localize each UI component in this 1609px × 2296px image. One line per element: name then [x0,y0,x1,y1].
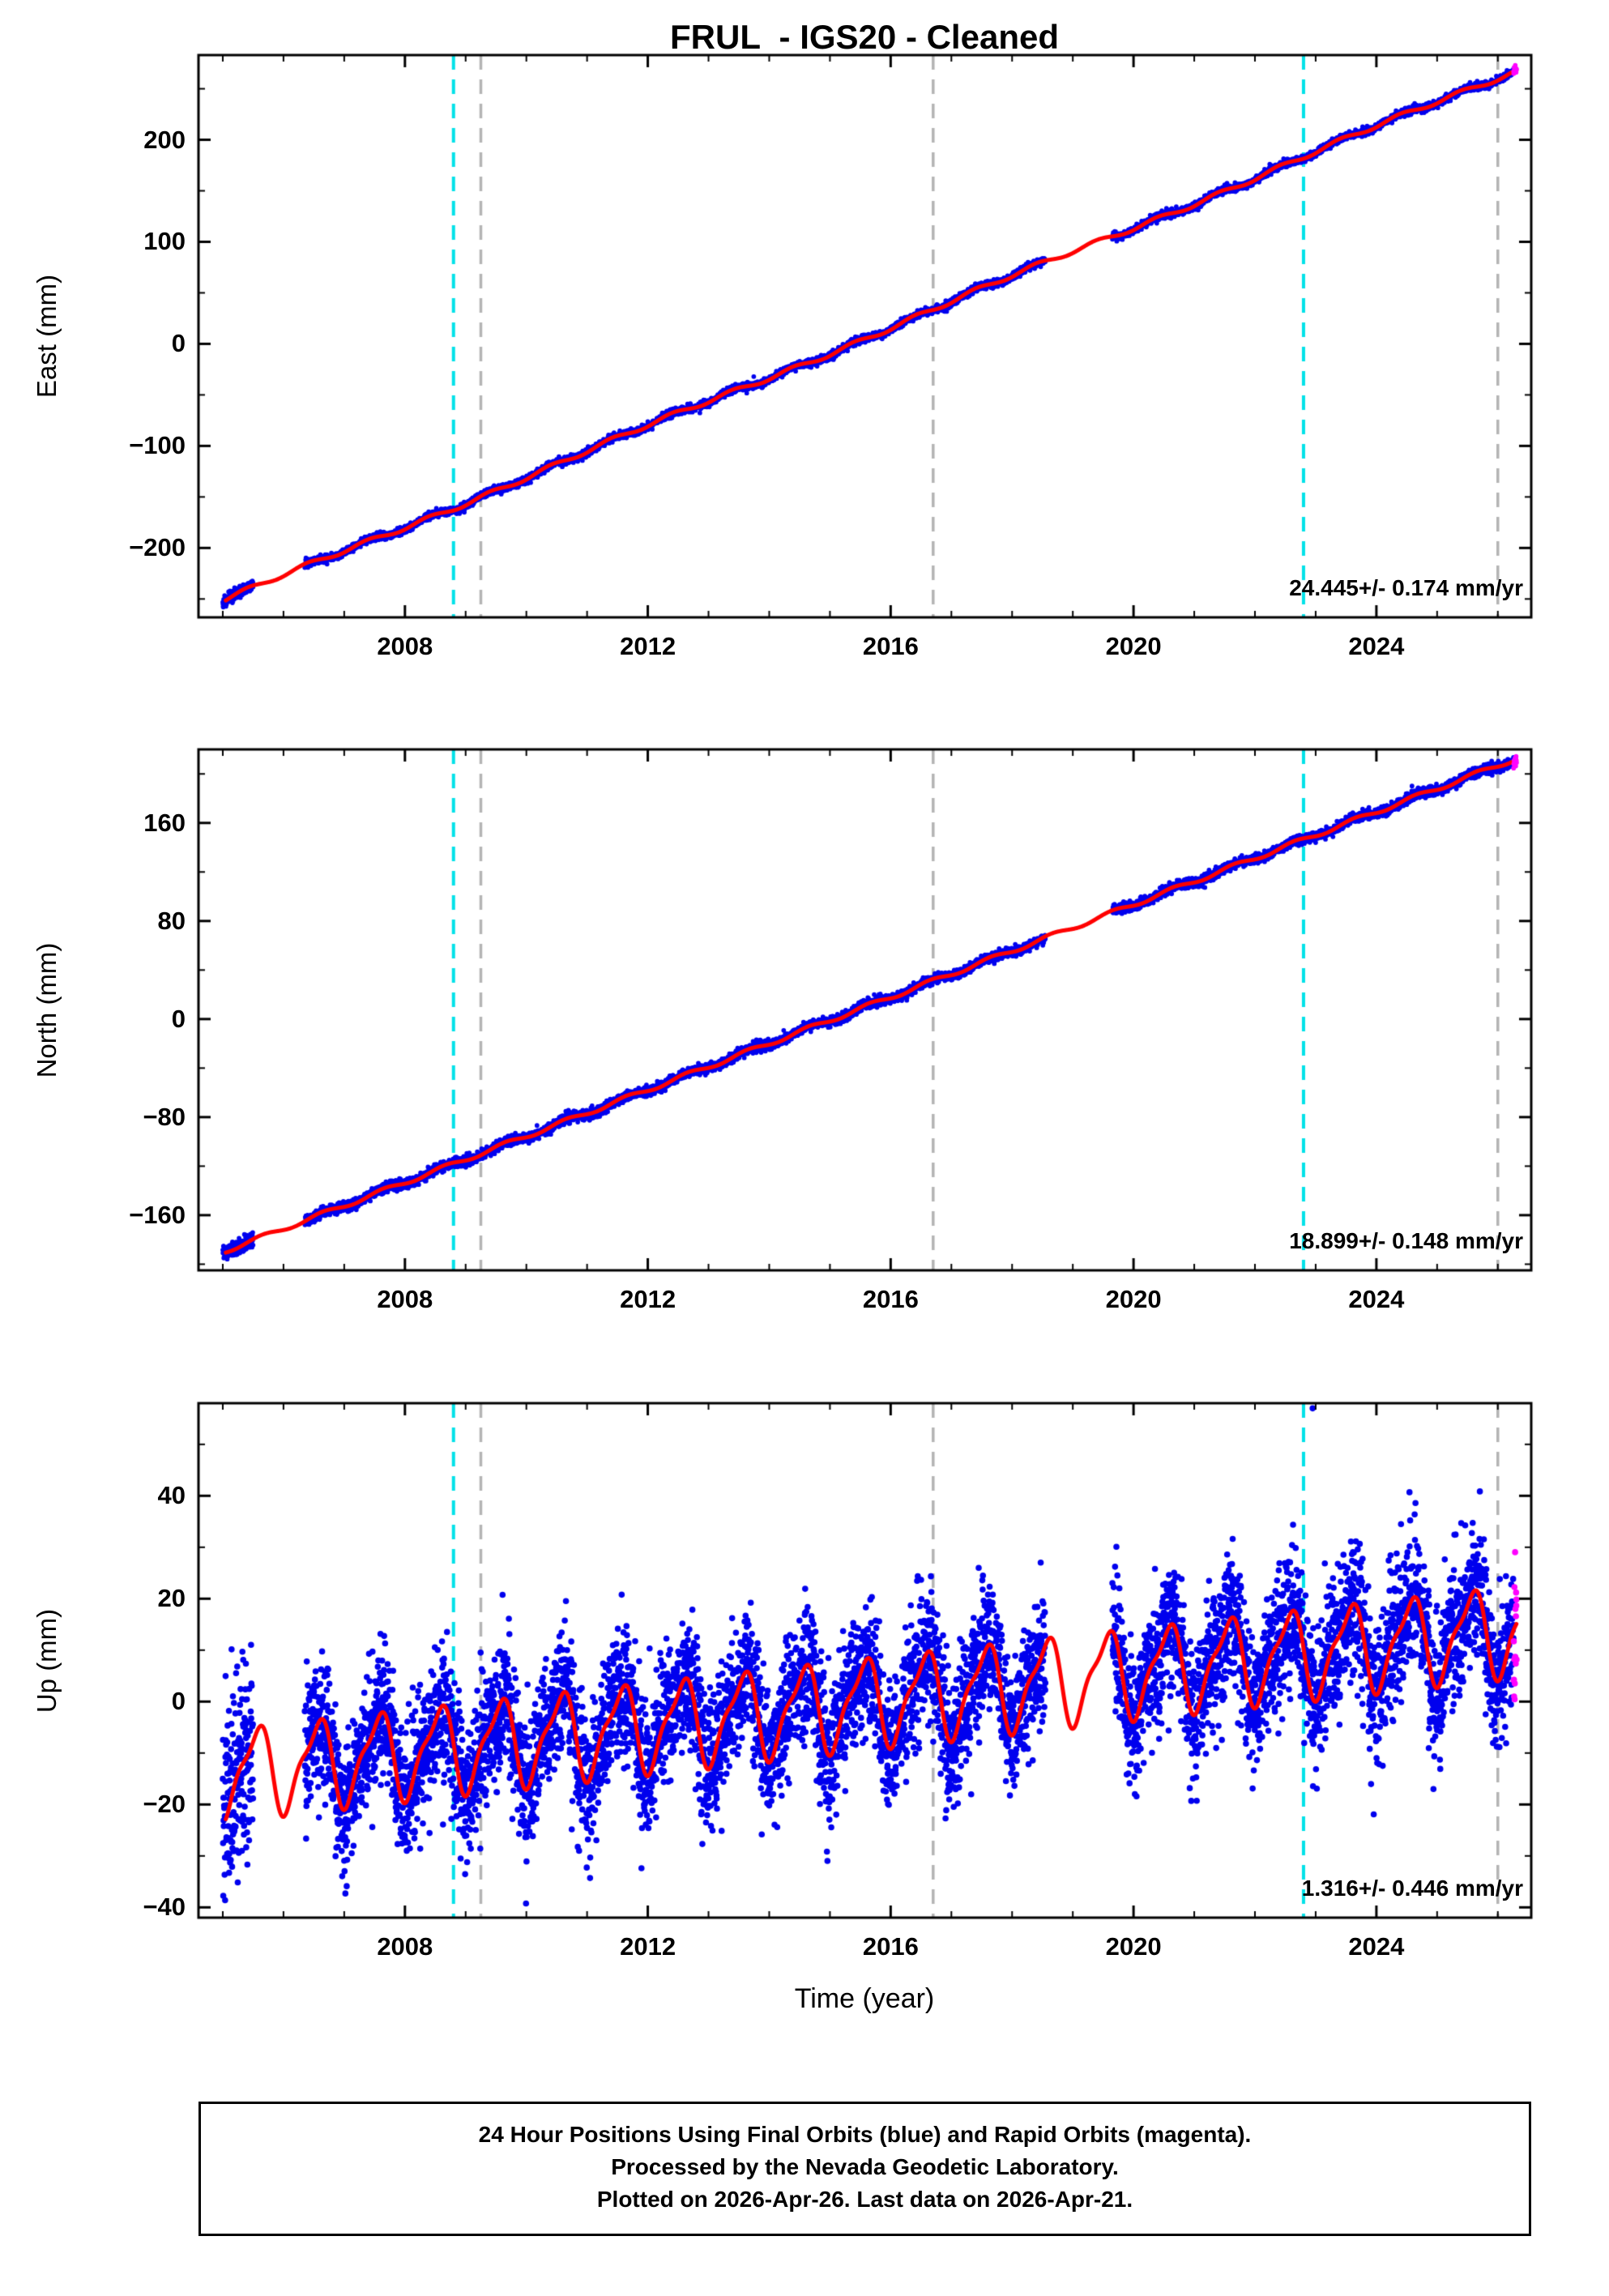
east-y-tick-label: 200 [143,125,186,154]
east-x-tick-label: 2016 [862,632,919,660]
east-x-tick-label: 2008 [377,632,433,660]
up-y-tick-label: −20 [143,1790,186,1819]
caption-line-3: Plotted on 2026-Apr-26. Last data on 202… [596,2186,1133,2212]
east-y-tick-label: 0 [171,329,186,358]
up-y-tick-label: 0 [171,1687,186,1716]
north-y-tick-label: 80 [157,906,186,935]
east-y-tick-label: −100 [129,431,186,460]
north-rate-annotation: 18.899+/- 0.148 mm/yr [1289,1228,1523,1253]
caption-line-2: Processed by the Nevada Geodetic Laborat… [611,2153,1119,2179]
north-y-tick-label: 0 [171,1004,186,1033]
north-x-tick-label: 2016 [862,1285,919,1313]
east-rate-annotation: 24.445+/- 0.174 mm/yr [1289,575,1523,600]
up-x-tick-label: 2008 [377,1932,433,1961]
up-x-tick-label: 2020 [1105,1932,1162,1961]
east-x-tick-label: 2020 [1105,632,1162,660]
east-y-tick-label: 100 [143,227,186,256]
caption-box: 24 Hour Positions Using Final Orbits (bl… [198,2102,1531,2236]
up-y-tick-label: 40 [157,1481,186,1510]
north-y-tick-label: −160 [129,1200,186,1229]
caption-line-1: 24 Hour Positions Using Final Orbits (bl… [478,2122,1252,2147]
east-x-tick-label: 2024 [1348,632,1405,660]
figure-title: FRUL - IGS20 - Cleaned [670,18,1059,56]
north-axis-label: North (mm) [32,942,62,1078]
east-axis-label: East (mm) [32,274,62,399]
up-rate-annotation: 1.316+/- 0.446 mm/yr [1301,1876,1523,1901]
north-x-tick-label: 2008 [377,1285,433,1313]
up-x-tick-label: 2012 [620,1932,676,1961]
north-x-tick-label: 2020 [1105,1285,1162,1313]
up-y-tick-label: −40 [143,1893,186,1922]
east-y-tick-label: −200 [129,533,186,562]
up-axis-label: Up (mm) [32,1608,62,1713]
x-axis-label: Time (year) [794,1983,935,2014]
up-y-tick-label: 20 [157,1584,186,1613]
north-y-tick-label: 160 [143,808,186,837]
north-y-tick-label: −80 [143,1102,186,1131]
up-x-tick-label: 2016 [862,1932,919,1961]
up-x-tick-label: 2024 [1348,1932,1405,1961]
north-x-tick-label: 2012 [620,1285,676,1313]
east-x-tick-label: 2012 [620,632,676,660]
north-x-tick-label: 2024 [1348,1285,1405,1313]
